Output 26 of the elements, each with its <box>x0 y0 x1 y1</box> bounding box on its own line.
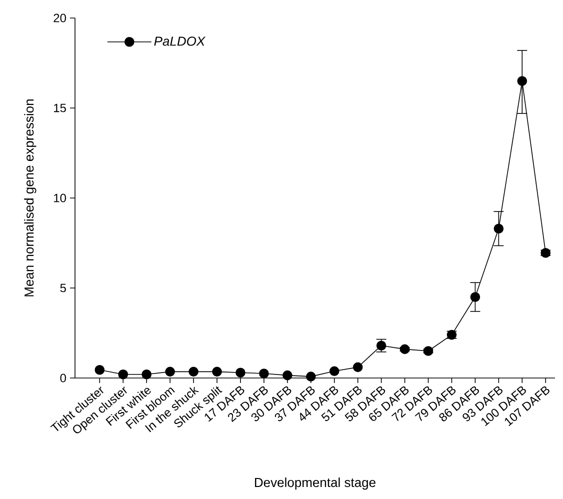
point <box>494 224 504 234</box>
y-tick-label: 15 <box>54 104 66 112</box>
point <box>94 365 105 375</box>
y-axis-title: Mean normalised gene expression <box>24 100 36 296</box>
point <box>306 372 316 382</box>
y-tick-label: 20 <box>54 14 66 22</box>
y-tick-label: 10 <box>54 194 66 202</box>
x-axis-title: Developmental stage <box>255 478 376 490</box>
legend-label: PaLDOX <box>154 36 206 46</box>
point <box>118 370 128 380</box>
point <box>188 366 198 377</box>
point <box>212 366 222 377</box>
point <box>236 368 246 378</box>
point <box>423 346 434 356</box>
y-tick-label: 5 <box>60 284 66 292</box>
point <box>329 366 340 376</box>
point <box>517 76 528 86</box>
point <box>282 370 292 380</box>
point <box>142 370 152 380</box>
point <box>259 368 269 378</box>
y-tick-label: 0 <box>60 374 66 382</box>
point <box>352 362 363 372</box>
point <box>470 292 480 302</box>
point <box>165 366 175 377</box>
point <box>540 248 551 258</box>
point <box>400 344 410 354</box>
